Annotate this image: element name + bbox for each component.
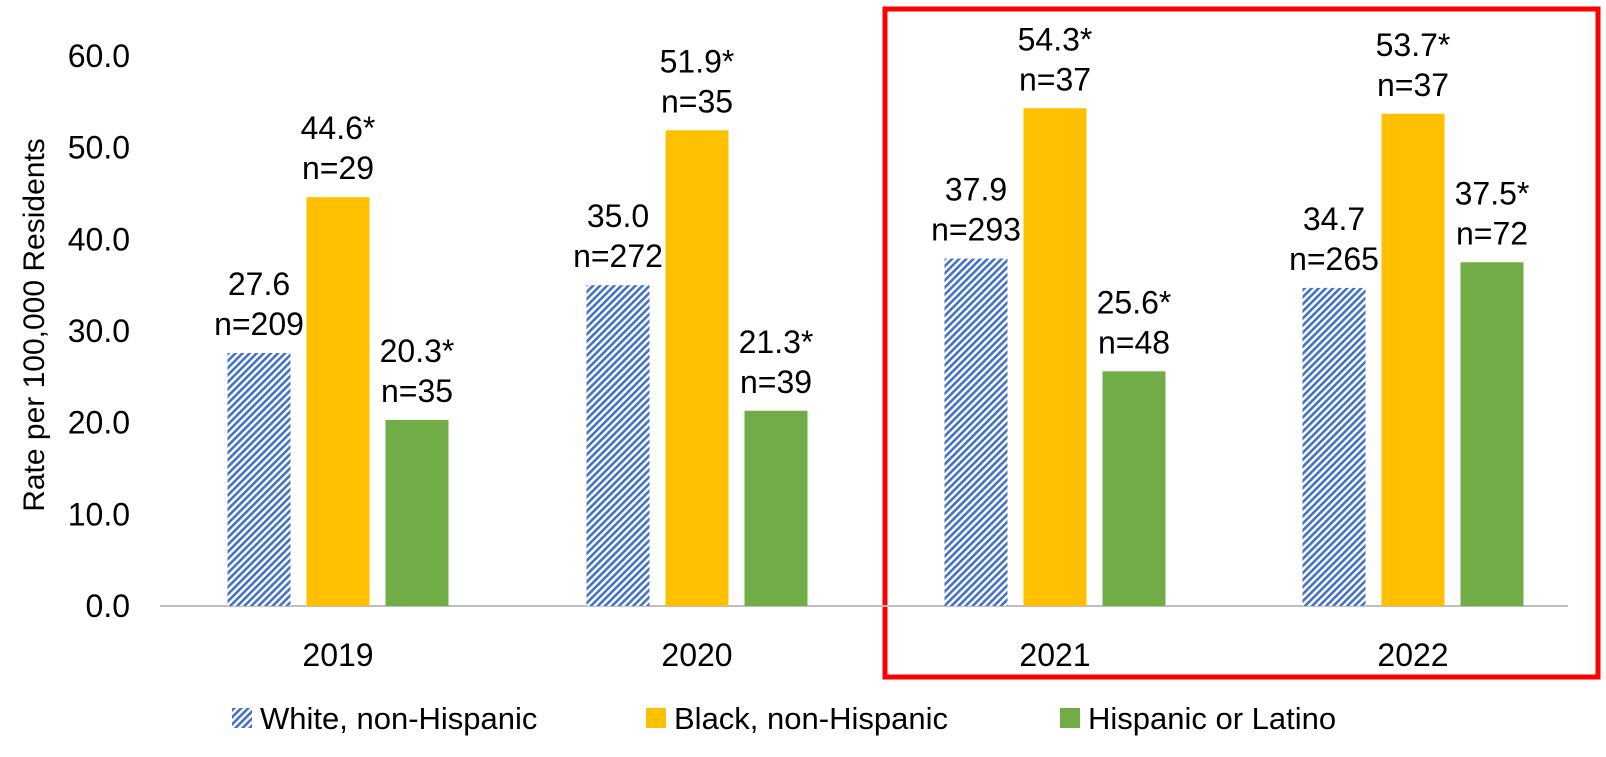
data-label-value: 37.9 [945,172,1007,208]
y-tick-label: 0.0 [86,588,130,624]
legend-label-hispanic-or-latino: Hispanic or Latino [1088,701,1336,736]
data-label-n: n=265 [1289,241,1379,277]
legend-swatch-hispanic-or-latino [1060,708,1080,728]
data-label-n: n=39 [740,364,812,400]
data-label-value: 20.3* [380,333,455,369]
data-label-n: n=37 [1019,61,1091,97]
bar-hispanic-or-latino-2022 [1460,262,1524,606]
data-label-value: 54.3* [1018,21,1093,57]
data-label-value: 25.6* [1097,284,1172,320]
data-label-n: n=29 [302,150,374,186]
bar-hispanic-or-latino-2021 [1102,371,1166,606]
y-tick-label: 40.0 [68,221,130,257]
y-tick-label: 50.0 [68,130,130,166]
bar-black-non-hispanic-2019 [306,197,370,606]
data-label-value: 21.3* [739,324,814,360]
data-label-value: 51.9* [660,43,735,79]
y-tick-label: 20.0 [68,405,130,441]
x-category-label-2021: 2021 [1019,637,1090,673]
data-label-value: 27.6 [228,266,290,302]
legend-label-black-non-hispanic: Black, non-Hispanic [674,701,948,736]
data-label-n: n=209 [214,306,304,342]
data-label-value: 37.5* [1455,175,1530,211]
data-label-n: n=272 [573,238,663,274]
bar-hispanic-or-latino-2020 [744,410,808,606]
legend-swatch-black-non-hispanic [646,708,666,728]
data-label-n: n=35 [661,83,733,119]
data-label-n: n=35 [381,373,453,409]
data-label-value: 34.7 [1303,201,1365,237]
data-label-n: n=293 [931,212,1021,248]
y-tick-label: 10.0 [68,496,130,532]
bar-black-non-hispanic-2020 [665,130,729,606]
legend-label-white-non-hispanic: White, non-Hispanic [260,701,537,736]
data-label-value: 44.6* [301,110,376,146]
x-category-label-2019: 2019 [302,637,373,673]
x-category-label-2020: 2020 [661,637,732,673]
data-label-n: n=72 [1456,215,1528,251]
bar-hispanic-or-latino-2019 [385,419,449,606]
y-axis-title: Rate per 100,000 Residents [18,138,51,512]
bar-black-non-hispanic-2022 [1381,113,1445,606]
data-label-n: n=48 [1098,324,1170,360]
legend-swatch-white-non-hispanic [232,708,252,728]
data-label-n: n=37 [1377,67,1449,103]
bar-black-non-hispanic-2021 [1023,108,1087,606]
x-category-label-2022: 2022 [1377,637,1448,673]
y-tick-label: 60.0 [68,38,130,74]
data-label-value: 53.7* [1376,27,1451,63]
y-tick-label: 30.0 [68,313,130,349]
data-label-value: 35.0 [587,198,649,234]
bar-white-non-hispanic-2019 [227,353,291,606]
bar-white-non-hispanic-2021 [944,258,1008,606]
highlight-box-2021-2022 [882,6,1601,680]
bar-white-non-hispanic-2022 [1302,287,1366,606]
bar-white-non-hispanic-2020 [586,285,650,606]
